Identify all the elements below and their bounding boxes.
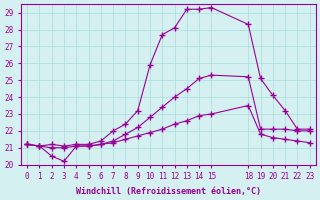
X-axis label: Windchill (Refroidissement éolien,°C): Windchill (Refroidissement éolien,°C) [76, 187, 261, 196]
